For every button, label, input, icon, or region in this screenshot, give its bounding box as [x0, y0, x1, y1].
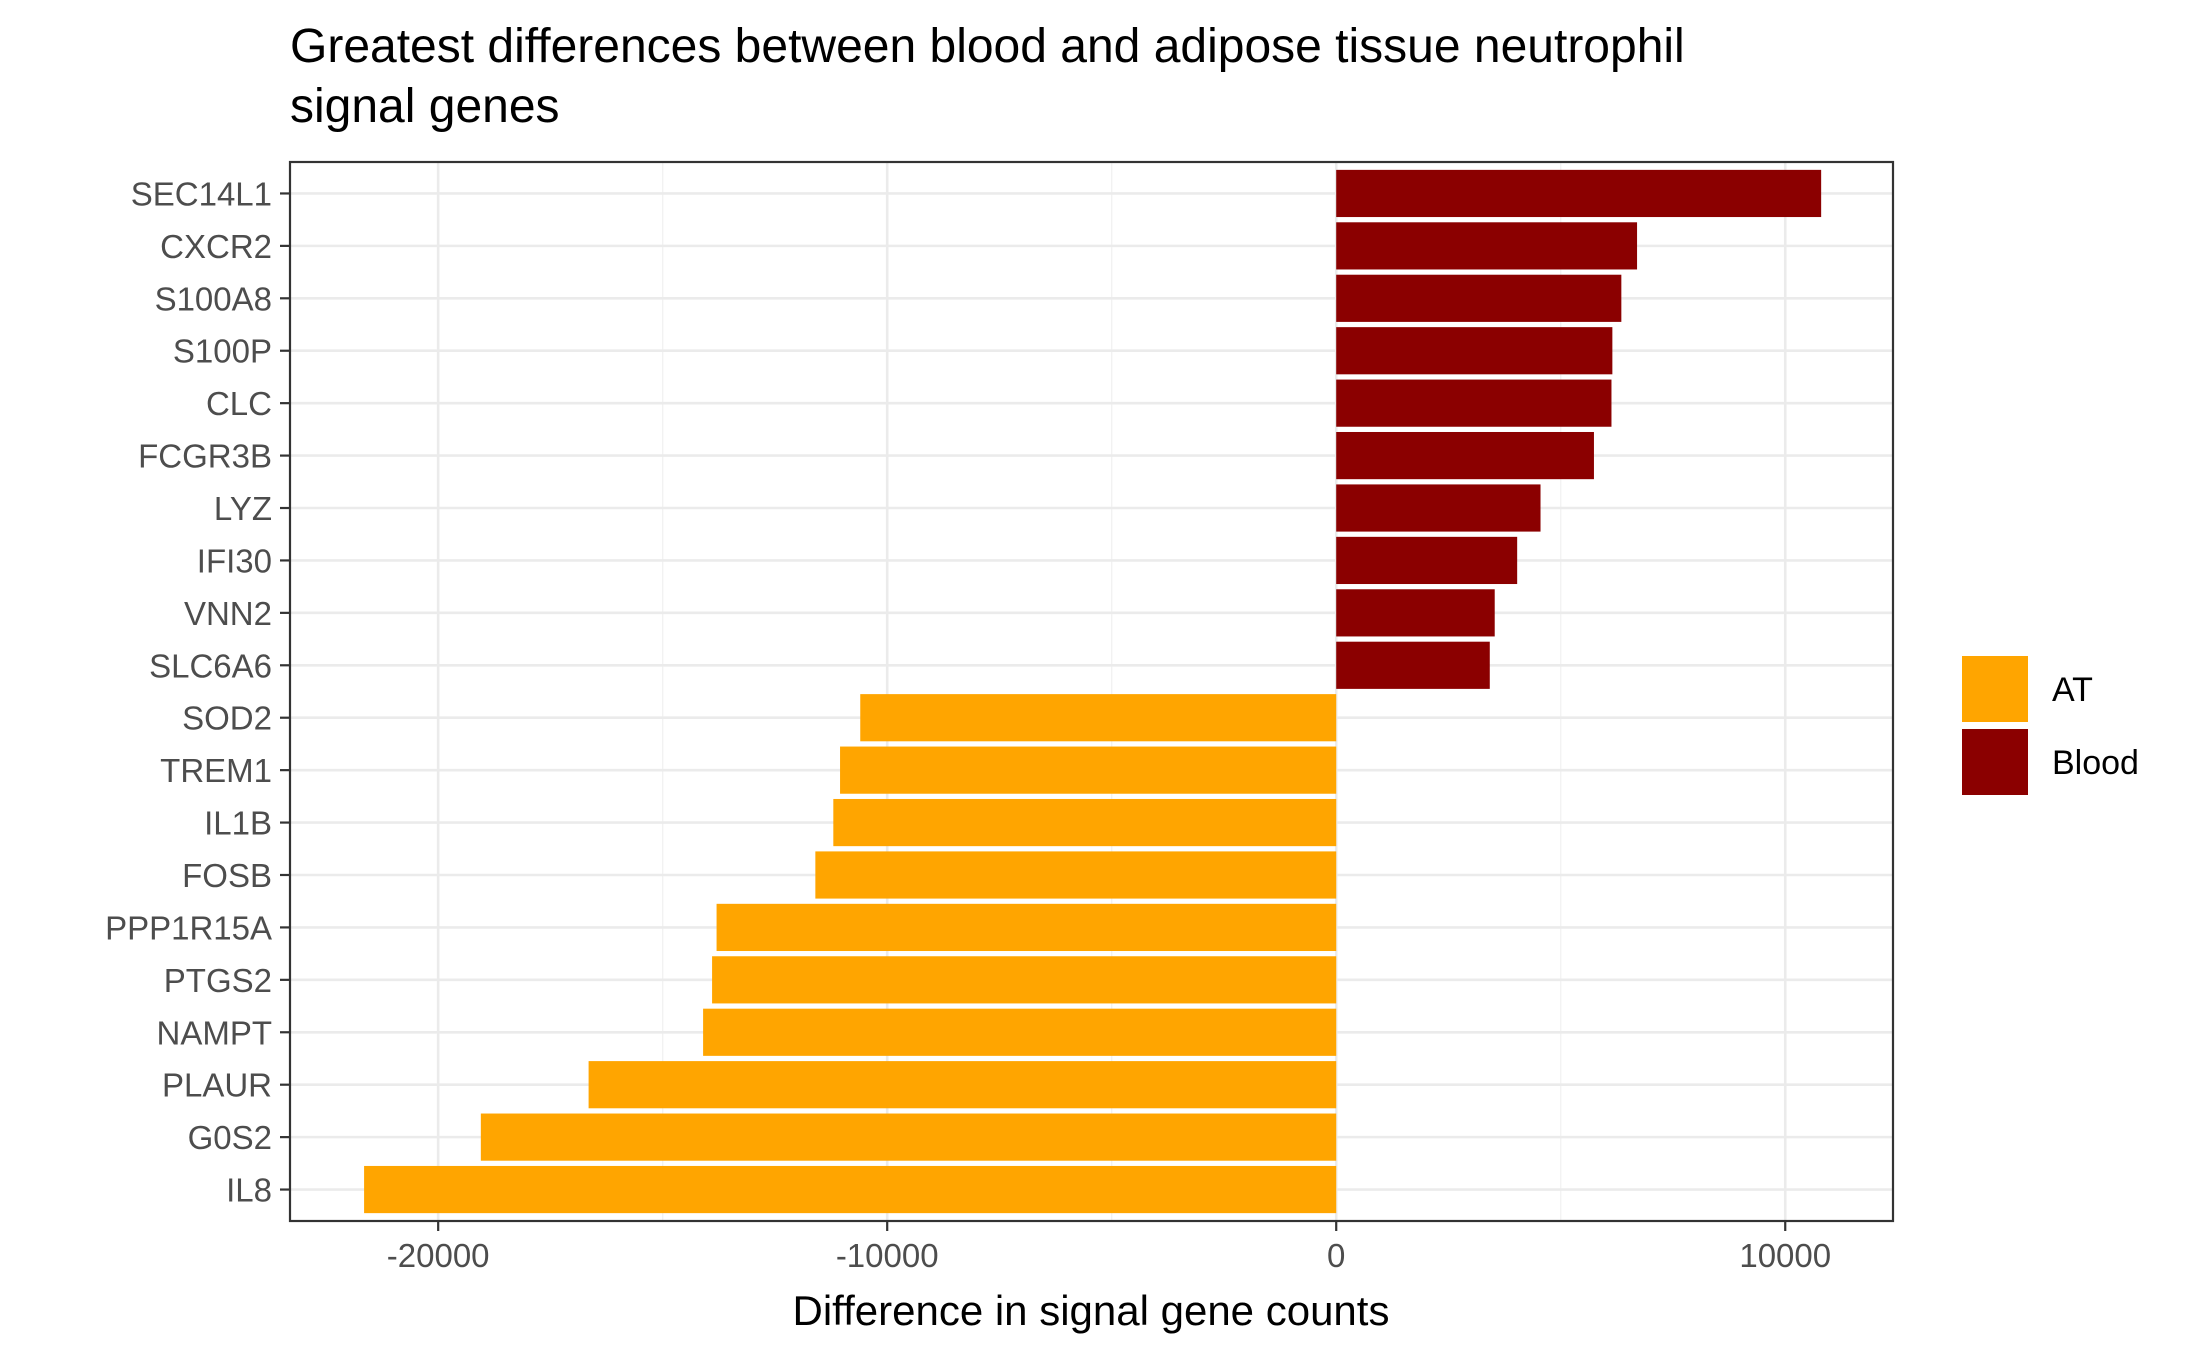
y-tick-label: IL1B — [204, 805, 272, 842]
x-tick-label: -20000 — [387, 1237, 490, 1274]
bar-trem1 — [840, 746, 1337, 794]
y-tick-label: SEC14L1 — [131, 175, 272, 212]
y-tick-label: IFI30 — [197, 542, 272, 579]
bar-ifi30 — [1336, 536, 1518, 585]
y-tick-label: TREM1 — [160, 752, 272, 789]
legend-label-blood: Blood — [2052, 744, 2139, 782]
bar-clc — [1336, 379, 1612, 427]
y-axis: SEC14L1 CXCR2 S100A8 S100P CLC FCGR3B LYZ IFI30… — [105, 175, 290, 1209]
y-tick-label: SOD2 — [182, 700, 272, 737]
x-axis: -20000 -10000 0 10000 — [387, 1221, 1831, 1274]
bar-fcgr3b — [1336, 431, 1594, 480]
legend-label-at: AT — [2052, 671, 2093, 709]
bar-ppp1r15a — [716, 903, 1337, 952]
bar-vnn2 — [1336, 589, 1495, 637]
bar-s100p — [1336, 327, 1613, 375]
y-tick-label: FOSB — [182, 857, 272, 894]
bar-sod2 — [860, 694, 1337, 742]
bar-ptgs2 — [712, 956, 1337, 1004]
y-tick-label: PPP1R15A — [105, 909, 272, 946]
x-axis-title: Difference in signal gene counts — [793, 1287, 1390, 1334]
legend-swatch-blood — [1962, 729, 2028, 795]
x-tick-label: -10000 — [836, 1237, 939, 1274]
bar-slc6a6 — [1336, 641, 1490, 689]
chart-title: Greatest differences between blood and a… — [290, 20, 1685, 133]
bars — [364, 169, 1822, 1214]
y-tick-label: NAMPT — [157, 1014, 273, 1051]
chart-title-line-2: signal genes — [290, 80, 560, 133]
bar-s100a8 — [1336, 274, 1622, 322]
bar-il1b — [833, 798, 1337, 847]
y-tick-label: S100A8 — [155, 280, 272, 317]
y-tick-label: VNN2 — [184, 595, 272, 632]
bar-lyz — [1336, 484, 1541, 532]
y-tick-label: S100P — [173, 333, 272, 370]
bar-plaur — [588, 1061, 1337, 1109]
bar-g0s2 — [480, 1113, 1337, 1161]
y-tick-label: LYZ — [214, 490, 272, 527]
chart-title-line-1: Greatest differences between blood and a… — [290, 20, 1685, 73]
y-tick-label: CXCR2 — [160, 228, 272, 265]
y-tick-label: FCGR3B — [138, 438, 272, 475]
x-tick-label: 0 — [1327, 1237, 1345, 1274]
bar-sec14l1 — [1336, 169, 1822, 218]
y-tick-label: PTGS2 — [164, 962, 272, 999]
legend-swatch-at — [1962, 656, 2028, 722]
bar-fosb — [815, 851, 1337, 899]
bar-nampt — [703, 1008, 1337, 1056]
plot-panel-border — [288, 160, 1895, 1223]
x-tick-label: 10000 — [1739, 1237, 1831, 1274]
bar-il8 — [364, 1165, 1337, 1214]
bar-cxcr2 — [1336, 222, 1638, 270]
legend: AT Blood — [1962, 656, 2139, 795]
y-tick-label: G0S2 — [188, 1119, 272, 1156]
y-tick-label: CLC — [206, 385, 272, 422]
y-tick-label: PLAUR — [162, 1067, 272, 1104]
y-tick-label: SLC6A6 — [149, 647, 272, 684]
y-tick-label: IL8 — [226, 1172, 272, 1209]
